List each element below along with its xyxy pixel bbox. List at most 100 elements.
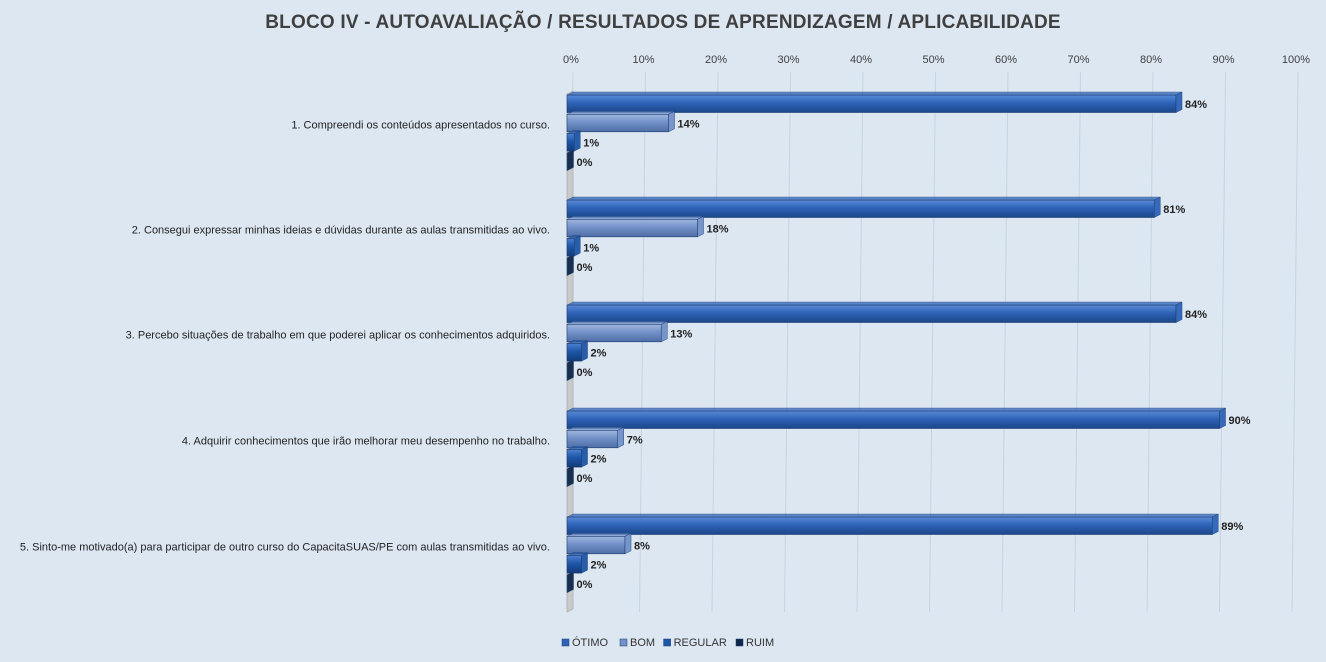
bar[interactable] xyxy=(566,571,574,593)
bar[interactable] xyxy=(566,196,1161,218)
chart-title: BLOCO IV - AUTOAVALIAÇÃO / RESULTADOS DE… xyxy=(265,12,1061,33)
bar-side xyxy=(668,110,675,133)
bar[interactable] xyxy=(566,254,574,276)
bar-face xyxy=(566,323,662,343)
bar-face xyxy=(566,535,626,555)
bar-top xyxy=(566,111,675,115)
bar-side xyxy=(1175,91,1183,113)
bar-side xyxy=(617,426,624,449)
x-tick-label: 70% xyxy=(1067,54,1089,66)
data-label: 0% xyxy=(577,579,593,591)
legend-item[interactable]: RUIM xyxy=(735,637,774,649)
data-label: 0% xyxy=(577,157,593,169)
bar-side xyxy=(624,532,632,555)
x-tick-label: 90% xyxy=(1212,54,1234,66)
legend-swatch xyxy=(663,638,671,647)
data-label: 14% xyxy=(678,118,700,130)
bar-side xyxy=(567,571,574,593)
bar-face xyxy=(566,304,1177,323)
bar[interactable] xyxy=(566,149,574,171)
bar[interactable] xyxy=(566,320,668,343)
data-label: 2% xyxy=(591,560,607,572)
data-label: 0% xyxy=(577,262,593,274)
bar-side xyxy=(567,359,574,381)
bar[interactable] xyxy=(566,91,1183,113)
bar-side xyxy=(574,235,581,257)
x-tick-label: 80% xyxy=(1140,54,1162,66)
bar-face xyxy=(566,114,669,133)
bar-side xyxy=(567,149,574,171)
bar-face xyxy=(566,516,1213,535)
bar[interactable] xyxy=(566,513,1219,535)
data-label: 1% xyxy=(583,138,599,150)
legend-swatch xyxy=(561,638,570,647)
bar-side xyxy=(567,465,574,487)
gridline xyxy=(1219,71,1226,613)
bar-top xyxy=(566,513,1219,518)
bar-side xyxy=(1219,407,1226,429)
legend-label: RUIM xyxy=(746,637,774,649)
bar-face xyxy=(566,555,582,574)
data-label: 2% xyxy=(591,454,607,466)
bar[interactable] xyxy=(566,426,624,449)
x-tick-label: 0% xyxy=(563,54,579,66)
bar-face xyxy=(566,429,619,449)
bar-face xyxy=(566,449,582,468)
bar-top xyxy=(566,427,624,431)
legend-item[interactable]: REGULAR xyxy=(663,637,727,649)
x-tick-label: 20% xyxy=(705,54,727,66)
bar-side xyxy=(581,552,588,574)
data-label: 0% xyxy=(577,367,593,379)
bar-top xyxy=(566,301,1183,306)
bar[interactable] xyxy=(566,301,1183,323)
bar[interactable] xyxy=(566,235,581,257)
bar-side xyxy=(1175,301,1183,323)
bar[interactable] xyxy=(566,465,574,487)
legend-swatch xyxy=(735,638,744,647)
data-label: 8% xyxy=(634,540,650,552)
bar-side xyxy=(1154,196,1161,218)
bar[interactable] xyxy=(566,552,588,574)
bar[interactable] xyxy=(566,407,1226,429)
x-tick-label: 100% xyxy=(1282,54,1310,66)
data-label: 84% xyxy=(1185,309,1207,321)
bar-face xyxy=(566,343,582,362)
bar-side xyxy=(697,215,704,238)
legend-label: BOM xyxy=(630,637,655,649)
bar-top xyxy=(566,407,1226,412)
legend-item[interactable]: ÓTIMO xyxy=(561,636,608,649)
bar[interactable] xyxy=(566,215,704,238)
bar-face xyxy=(566,94,1177,113)
bar-face xyxy=(566,238,575,257)
category-label: 4. Adquirir conhecimentos que irão melho… xyxy=(182,436,550,448)
bar-side xyxy=(661,320,668,343)
data-label: 18% xyxy=(707,223,729,235)
bar[interactable] xyxy=(566,340,588,362)
x-tick-label: 50% xyxy=(922,54,944,66)
category-label: 3. Percebo situações de trabalho em que … xyxy=(126,330,550,342)
x-tick-label: 10% xyxy=(632,54,654,66)
data-label: 90% xyxy=(1229,415,1251,427)
bar[interactable] xyxy=(566,532,632,555)
data-label: 89% xyxy=(1221,521,1243,533)
bar-top xyxy=(566,91,1183,96)
bar-face xyxy=(566,219,698,238)
data-label: 84% xyxy=(1185,99,1207,111)
bar-face xyxy=(566,410,1220,429)
data-label: 13% xyxy=(670,328,692,340)
bar-side xyxy=(581,446,588,468)
data-label: 2% xyxy=(591,348,607,360)
bar[interactable] xyxy=(566,110,675,133)
data-label: 81% xyxy=(1163,204,1185,216)
bar-face xyxy=(566,199,1155,218)
bar-face xyxy=(566,133,575,152)
legend-item[interactable]: BOM xyxy=(619,637,655,649)
bar[interactable] xyxy=(566,130,581,152)
x-tick-label: 60% xyxy=(995,54,1017,66)
bar[interactable] xyxy=(566,359,574,381)
x-tick-label: 30% xyxy=(777,54,799,66)
bar-side xyxy=(581,340,588,362)
bar[interactable] xyxy=(566,446,588,468)
